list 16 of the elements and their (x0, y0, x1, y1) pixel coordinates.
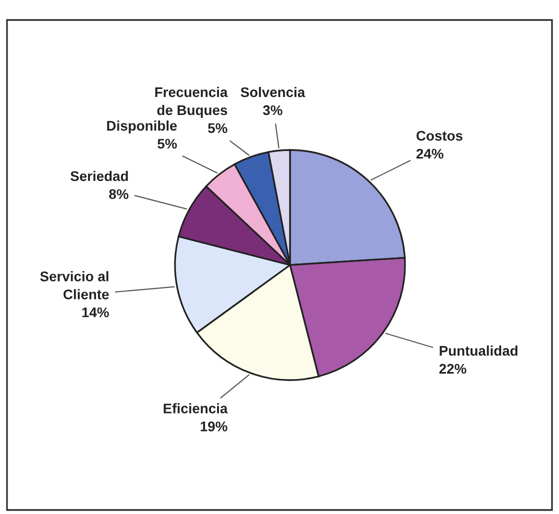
data-label: 22% (439, 364, 466, 374)
data-label: 14% (82, 308, 109, 318)
data-label: 3% (262, 105, 282, 116)
slice-label: Costos (416, 130, 462, 141)
data-label: 5% (158, 138, 177, 149)
slice-label: Solvencia (240, 86, 306, 98)
data-label: 24% (416, 148, 444, 159)
data-label: 8% (109, 189, 128, 200)
slice-label: Frecuencia de Buques (155, 86, 228, 118)
slice-label: Puntualidad (440, 346, 518, 356)
slice-label: Eficiencia (164, 403, 228, 414)
data-label: 5% (208, 123, 228, 134)
slice-label: Seriedad (70, 170, 128, 182)
slice-label: Disponible (107, 120, 177, 134)
slice-label: Servicio al Cliente (40, 271, 109, 300)
data-label: 19% (200, 422, 228, 432)
